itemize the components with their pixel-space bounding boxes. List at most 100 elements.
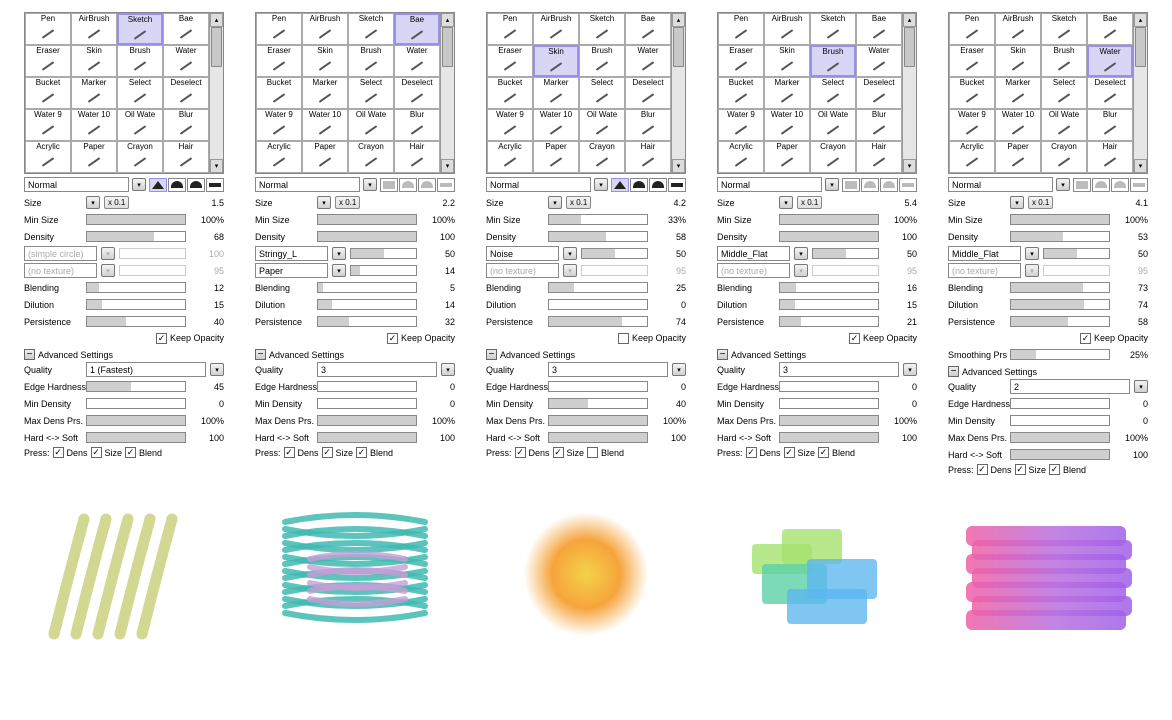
scroll-thumb[interactable] xyxy=(904,27,915,67)
tool-cell[interactable]: Deselect xyxy=(163,77,209,109)
tool-cell[interactable]: Paper xyxy=(764,141,810,173)
tool-cell[interactable]: Water xyxy=(394,45,440,77)
tool-cell[interactable]: Crayon xyxy=(810,141,856,173)
dropdown-toggle-icon[interactable]: ▾ xyxy=(210,363,224,376)
tool-cell[interactable]: Sketch xyxy=(579,13,625,45)
shape-preset[interactable] xyxy=(611,178,629,192)
tool-cell[interactable]: Blur xyxy=(856,109,902,141)
tool-cell[interactable]: Oil Wate xyxy=(579,109,625,141)
tool-cell[interactable]: Acrylic xyxy=(949,141,995,173)
tool-cell[interactable]: Pen xyxy=(25,13,71,45)
tool-cell[interactable]: Paper xyxy=(71,141,117,173)
checkbox[interactable] xyxy=(356,447,367,458)
size-dropdown-icon[interactable]: ▾ xyxy=(548,196,562,209)
tool-cell[interactable]: Sketch xyxy=(117,13,163,45)
tool-cell[interactable]: Crayon xyxy=(117,141,163,173)
tool-cell[interactable]: Eraser xyxy=(256,45,302,77)
tool-cell[interactable]: Deselect xyxy=(394,77,440,109)
tool-cell[interactable]: Water 10 xyxy=(302,109,348,141)
size-dropdown-icon[interactable]: ▾ xyxy=(779,196,793,209)
shape-preset[interactable] xyxy=(168,178,186,192)
tool-cell[interactable]: Acrylic xyxy=(718,141,764,173)
slider-track[interactable] xyxy=(779,231,879,242)
tool-cell[interactable]: Pen xyxy=(487,13,533,45)
scrollbar[interactable]: ▴▾ xyxy=(671,13,685,173)
scrollbar[interactable]: ▴▾ xyxy=(1133,13,1147,173)
tool-cell[interactable]: AirBrush xyxy=(302,13,348,45)
checkbox[interactable] xyxy=(746,447,757,458)
slider-track[interactable] xyxy=(1010,349,1110,360)
scroll-down-icon[interactable]: ▾ xyxy=(672,159,685,173)
checkbox[interactable] xyxy=(1049,464,1060,475)
slider-track[interactable] xyxy=(317,316,417,327)
dropdown-toggle-icon[interactable]: ▾ xyxy=(794,247,808,260)
slider-track[interactable] xyxy=(779,398,879,409)
slider-track[interactable] xyxy=(779,316,879,327)
tool-cell[interactable]: Deselect xyxy=(856,77,902,109)
collapse-icon[interactable]: − xyxy=(948,366,959,377)
tool-cell[interactable]: Skin xyxy=(995,45,1041,77)
checkbox[interactable] xyxy=(849,333,860,344)
slider-track[interactable] xyxy=(779,299,879,310)
blend-mode-dropdown[interactable]: Normal xyxy=(255,177,360,192)
shape-preset[interactable] xyxy=(649,178,667,192)
tool-cell[interactable]: Oil Wate xyxy=(348,109,394,141)
collapse-icon[interactable]: − xyxy=(24,349,35,360)
size-dropdown-icon[interactable]: ▾ xyxy=(317,196,331,209)
dropdown-toggle-icon[interactable]: ▾ xyxy=(563,247,577,260)
slider-track[interactable] xyxy=(1010,398,1110,409)
dropdown-toggle-icon[interactable]: ▾ xyxy=(132,178,146,191)
tool-cell[interactable]: Water 10 xyxy=(71,109,117,141)
collapse-icon[interactable]: − xyxy=(486,349,497,360)
tool-cell[interactable]: Paper xyxy=(995,141,1041,173)
tool-cell[interactable]: Brush xyxy=(579,45,625,77)
slider-track[interactable] xyxy=(317,415,417,426)
checkbox[interactable] xyxy=(618,333,629,344)
dropdown-toggle-icon[interactable]: ▾ xyxy=(441,363,455,376)
scroll-thumb[interactable] xyxy=(211,27,222,67)
quality-dropdown[interactable]: 3 xyxy=(779,362,899,377)
shape-preset[interactable] xyxy=(187,178,205,192)
tool-cell[interactable]: Water 10 xyxy=(533,109,579,141)
tool-cell[interactable]: Bae xyxy=(394,13,440,45)
slider-track[interactable] xyxy=(812,248,879,259)
checkbox[interactable] xyxy=(53,447,64,458)
checkbox[interactable] xyxy=(977,464,988,475)
slider-track[interactable] xyxy=(1010,231,1110,242)
size-dropdown-icon[interactable]: ▾ xyxy=(1010,196,1024,209)
tool-cell[interactable]: Bae xyxy=(163,13,209,45)
slider-track[interactable] xyxy=(317,381,417,392)
tool-cell[interactable]: Water 9 xyxy=(256,109,302,141)
tool-cell[interactable]: AirBrush xyxy=(764,13,810,45)
scroll-up-icon[interactable]: ▴ xyxy=(441,13,454,27)
scroll-down-icon[interactable]: ▾ xyxy=(903,159,916,173)
tool-cell[interactable]: Select xyxy=(1041,77,1087,109)
tool-cell[interactable]: Water 10 xyxy=(995,109,1041,141)
tool-cell[interactable]: Water 9 xyxy=(25,109,71,141)
tool-cell[interactable]: Brush xyxy=(117,45,163,77)
advanced-settings-header[interactable]: −Advanced Settings xyxy=(717,349,917,360)
scroll-thumb[interactable] xyxy=(673,27,684,67)
slider-track[interactable] xyxy=(1043,248,1110,259)
tool-cell[interactable]: Sketch xyxy=(1041,13,1087,45)
slider-track[interactable] xyxy=(86,316,186,327)
shape-preset[interactable] xyxy=(206,178,224,192)
tool-cell[interactable]: Hair xyxy=(856,141,902,173)
tool-cell[interactable]: Water 9 xyxy=(718,109,764,141)
tool-cell[interactable]: Water 9 xyxy=(949,109,995,141)
dropdown[interactable]: Middle_Flat xyxy=(948,246,1021,261)
checkbox[interactable] xyxy=(156,333,167,344)
scrollbar[interactable]: ▴▾ xyxy=(902,13,916,173)
scroll-thumb[interactable] xyxy=(1135,27,1146,67)
tool-cell[interactable]: Oil Wate xyxy=(810,109,856,141)
tool-cell[interactable]: Paper xyxy=(302,141,348,173)
dropdown-toggle-icon[interactable]: ▾ xyxy=(332,264,346,277)
size-multiplier-button[interactable]: x 0.1 xyxy=(797,196,822,209)
dropdown-toggle-icon[interactable]: ▾ xyxy=(1134,380,1148,393)
quality-dropdown[interactable]: 2 xyxy=(1010,379,1130,394)
slider-track[interactable] xyxy=(1010,282,1110,293)
slider-track[interactable] xyxy=(317,432,417,443)
size-multiplier-button[interactable]: x 0.1 xyxy=(566,196,591,209)
tool-cell[interactable]: Acrylic xyxy=(487,141,533,173)
checkbox[interactable] xyxy=(284,447,295,458)
